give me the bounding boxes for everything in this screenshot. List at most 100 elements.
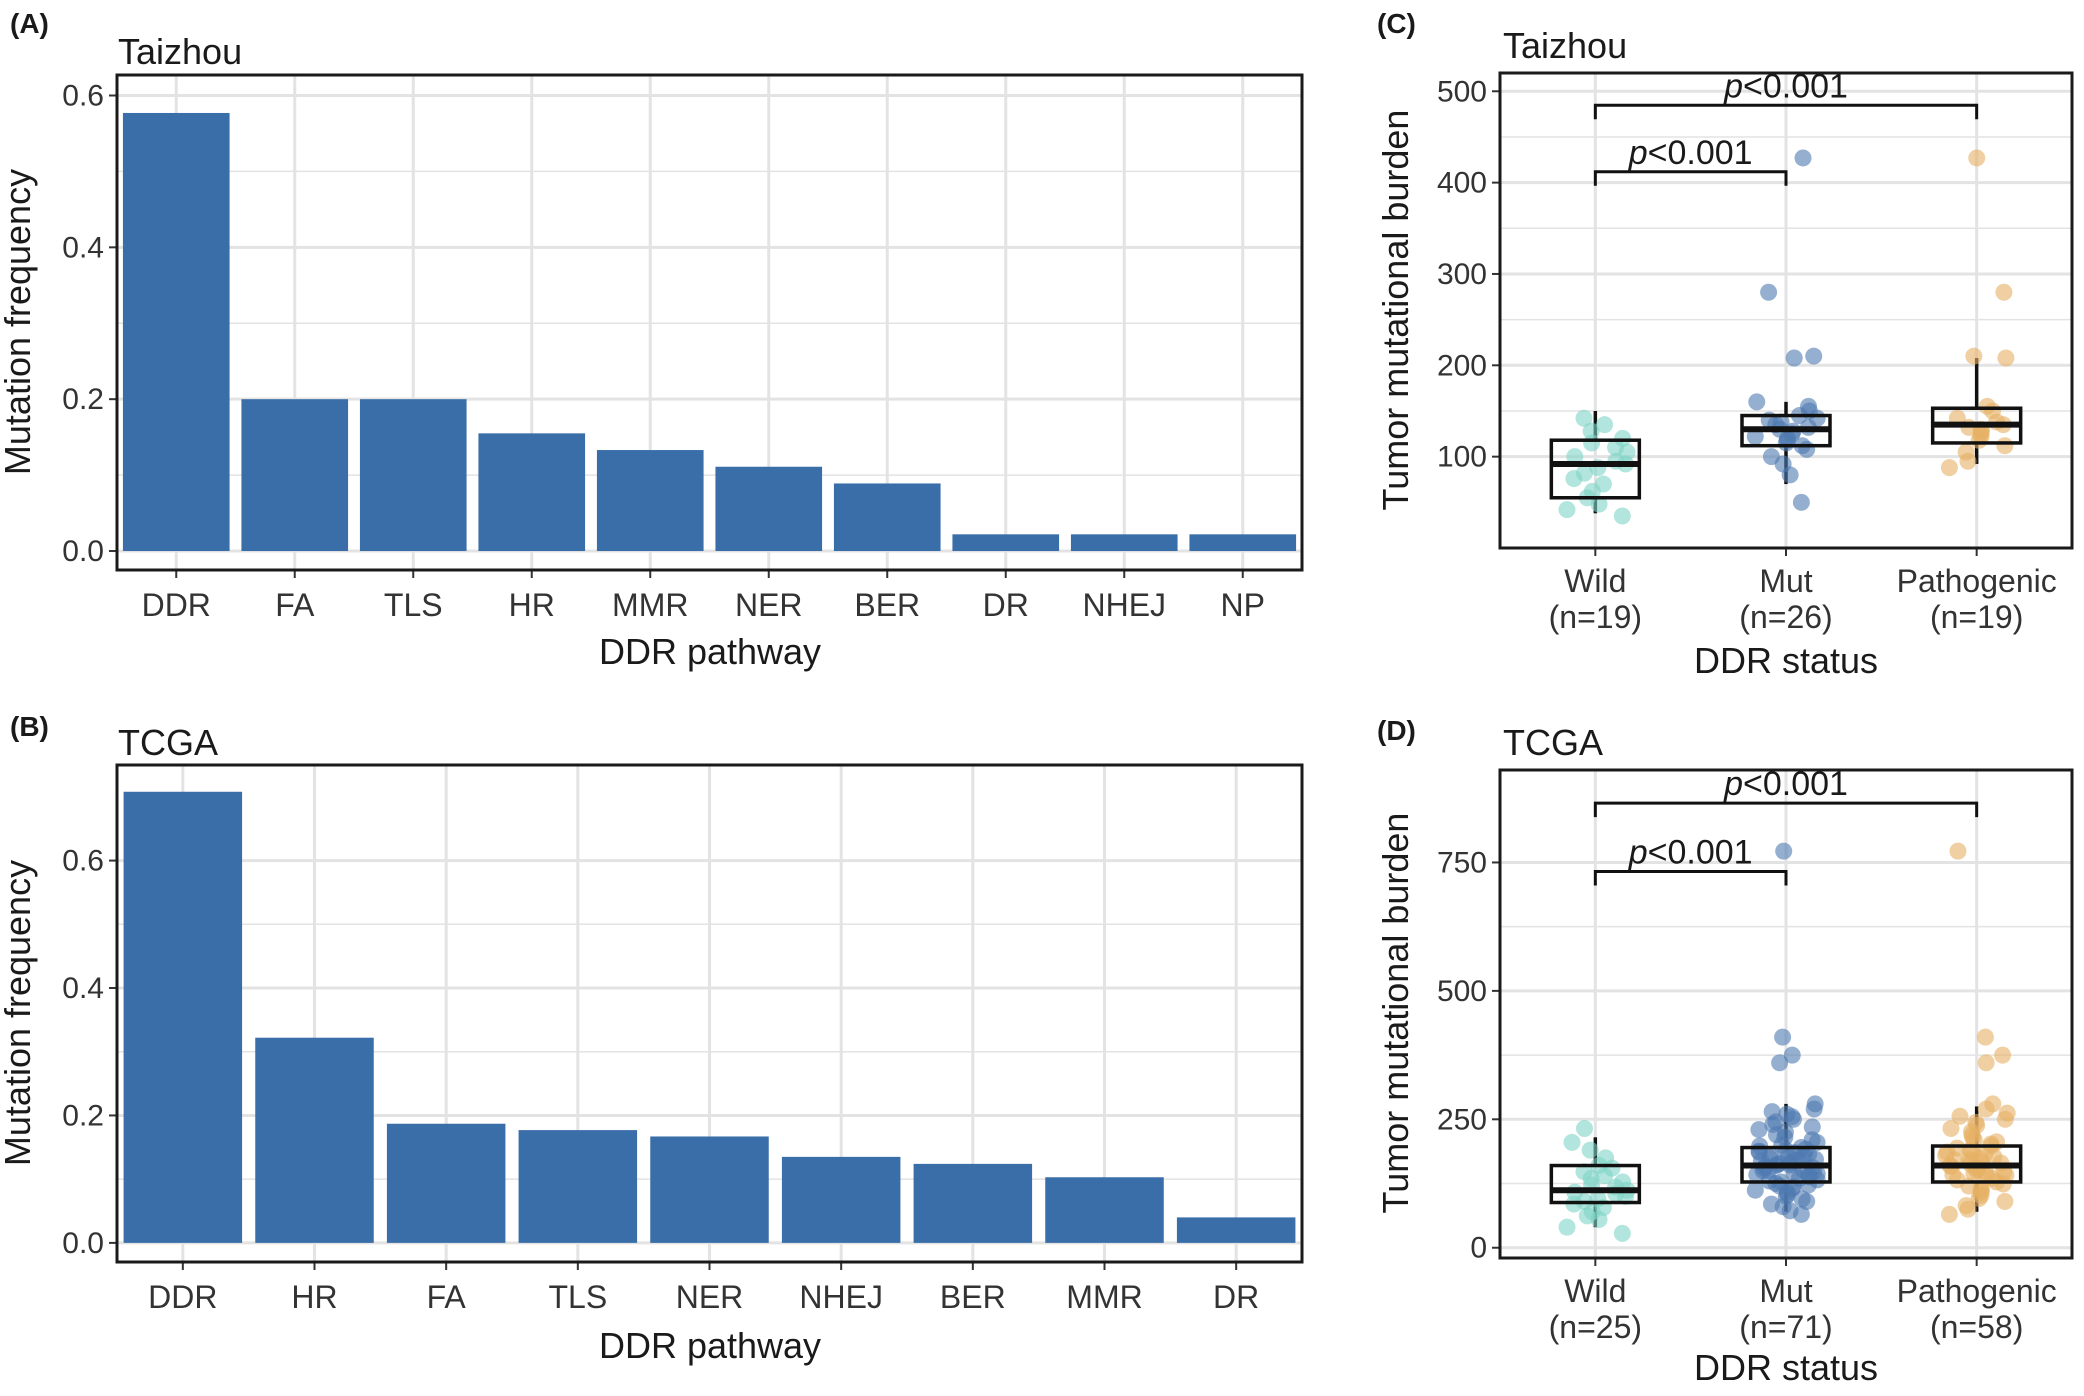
data-point-pathogenic: [1978, 397, 1996, 415]
y-tick-label: 100: [1437, 441, 1487, 474]
box-wild: [1549, 1163, 1642, 1205]
x-tick-sublabel: (n=19): [1930, 599, 2023, 635]
y-tick-label: 0.2: [62, 383, 104, 416]
data-point-pathogenic: [1948, 1139, 1966, 1157]
data-point-pathogenic: [1949, 842, 1967, 860]
bar-np: [1189, 534, 1297, 552]
bar-fa: [386, 1123, 506, 1243]
y-tick-label: 0.0: [62, 535, 104, 568]
y-tick-label: 0.6: [62, 79, 104, 112]
x-axis-label: DDR pathway: [599, 631, 821, 672]
data-point-wild: [1582, 422, 1600, 440]
x-tick-sublabel: (n=71): [1739, 1309, 1832, 1345]
y-axis-label: Mutation frequency: [0, 169, 38, 475]
data-point-mut: [1762, 1195, 1780, 1213]
data-point-pathogenic: [1995, 283, 2013, 301]
significance-bracket: [1593, 170, 1788, 186]
bar-nhej: [781, 1156, 901, 1243]
significance-bracket: [1593, 103, 1979, 120]
data-point-pathogenic: [1957, 443, 1975, 461]
panel-letter: (B): [10, 711, 49, 742]
plot-frame: [115, 73, 1304, 572]
plot-frame: [115, 763, 1304, 1264]
data-point-mut: [1803, 1118, 1821, 1136]
panel-c: (C) Taizhou DDR status Tumor mutational bur…: [1375, 8, 2074, 681]
x-tick-label: TLS: [548, 1279, 607, 1315]
bar-ddr: [123, 791, 243, 1243]
data-point-wild: [1563, 1133, 1581, 1151]
data-point-mut: [1750, 1121, 1768, 1139]
data-point-mut: [1792, 493, 1810, 511]
x-tick-label: FA: [427, 1279, 467, 1315]
x-tick-label: HR: [291, 1279, 337, 1315]
significance-bracket: [1593, 870, 1788, 886]
data-point-mut: [1783, 1046, 1801, 1064]
bar-ber: [913, 1163, 1033, 1243]
p-symbol: p: [1723, 765, 1743, 803]
data-point-pathogenic: [1996, 437, 2014, 455]
p-threshold: <0.001: [1648, 834, 1753, 872]
data-point-wild: [1613, 1224, 1631, 1242]
x-tick-sublabel: (n=58): [1930, 1309, 2023, 1345]
x-tick-label: Mut: [1759, 1273, 1812, 1309]
data-point-wild: [1566, 448, 1584, 466]
panel-title: TCGA: [118, 722, 218, 763]
x-tick-label: NP: [1221, 587, 1265, 623]
bar-hr: [478, 433, 586, 552]
y-tick-label: 400: [1437, 167, 1487, 200]
data-point-wild: [1575, 409, 1593, 427]
bar-ner: [715, 466, 823, 552]
x-tick-label: Wild: [1564, 563, 1626, 599]
bar-ber: [833, 483, 941, 552]
y-tick-label: 0.4: [62, 231, 104, 264]
data-point-pathogenic: [1997, 349, 2015, 367]
x-axis-label: DDR status: [1694, 640, 1878, 681]
data-point-mut: [1746, 1181, 1764, 1199]
y-axis-label: Tumor mutational burden: [1375, 813, 1416, 1214]
data-point-wild: [1558, 1218, 1576, 1236]
data-point-wild: [1581, 1141, 1599, 1159]
significance-label: p<0.001: [1628, 834, 1753, 872]
bar-ner: [650, 1136, 769, 1243]
x-tick-label: DDR: [148, 1279, 217, 1315]
data-point-mut: [1763, 1103, 1781, 1121]
data-point-pathogenic: [1944, 1166, 1962, 1184]
data-point-mut: [1748, 393, 1766, 411]
x-tick-label: NHEJ: [1082, 587, 1166, 623]
p-symbol: p: [1628, 134, 1648, 172]
data-point-pathogenic: [1968, 149, 1986, 167]
x-tick-label: Pathogenic: [1897, 1273, 2057, 1309]
data-point-pathogenic: [1967, 1113, 1985, 1131]
data-point-mut: [1805, 347, 1823, 365]
panel-title: TCGA: [1503, 722, 1603, 763]
data-point-mut: [1785, 349, 1803, 367]
x-tick-label: MMR: [612, 587, 688, 623]
y-tick-label: 250: [1437, 1103, 1487, 1136]
significance-label: p<0.001: [1628, 134, 1753, 172]
data-point-pathogenic: [1957, 1197, 1975, 1215]
x-tick-label: HR: [509, 587, 555, 623]
bar-dr: [952, 534, 1060, 552]
data-point-pathogenic: [1965, 347, 1983, 365]
x-tick-label: FA: [275, 587, 315, 623]
data-point-mut: [1793, 1190, 1811, 1208]
y-axis-label: Tumor mutational burden: [1375, 110, 1416, 511]
bar-mmr: [1045, 1177, 1164, 1243]
plot-frame: [1498, 768, 2074, 1260]
y-axis-label: Mutation frequency: [0, 860, 38, 1166]
data-point-mut: [1775, 842, 1793, 860]
x-tick-label: NHEJ: [799, 1279, 883, 1315]
x-tick-label: MMR: [1066, 1279, 1142, 1315]
data-point-mut: [1806, 1095, 1824, 1113]
data-point-wild: [1597, 1149, 1615, 1167]
y-tick-label: 300: [1437, 258, 1487, 291]
data-point-wild: [1594, 475, 1612, 493]
bar-fa: [241, 399, 349, 552]
data-point-pathogenic: [1976, 1028, 1994, 1046]
panel-d: (D) TCGA DDR status Tumor mutational burden…: [1375, 715, 2074, 1388]
y-tick-label: 0: [1470, 1232, 1487, 1265]
panel-title: Taizhou: [1503, 25, 1627, 66]
panel-letter: (D): [1377, 715, 1416, 746]
x-tick-label: Pathogenic: [1897, 563, 2057, 599]
x-tick-label: DDR: [142, 587, 211, 623]
